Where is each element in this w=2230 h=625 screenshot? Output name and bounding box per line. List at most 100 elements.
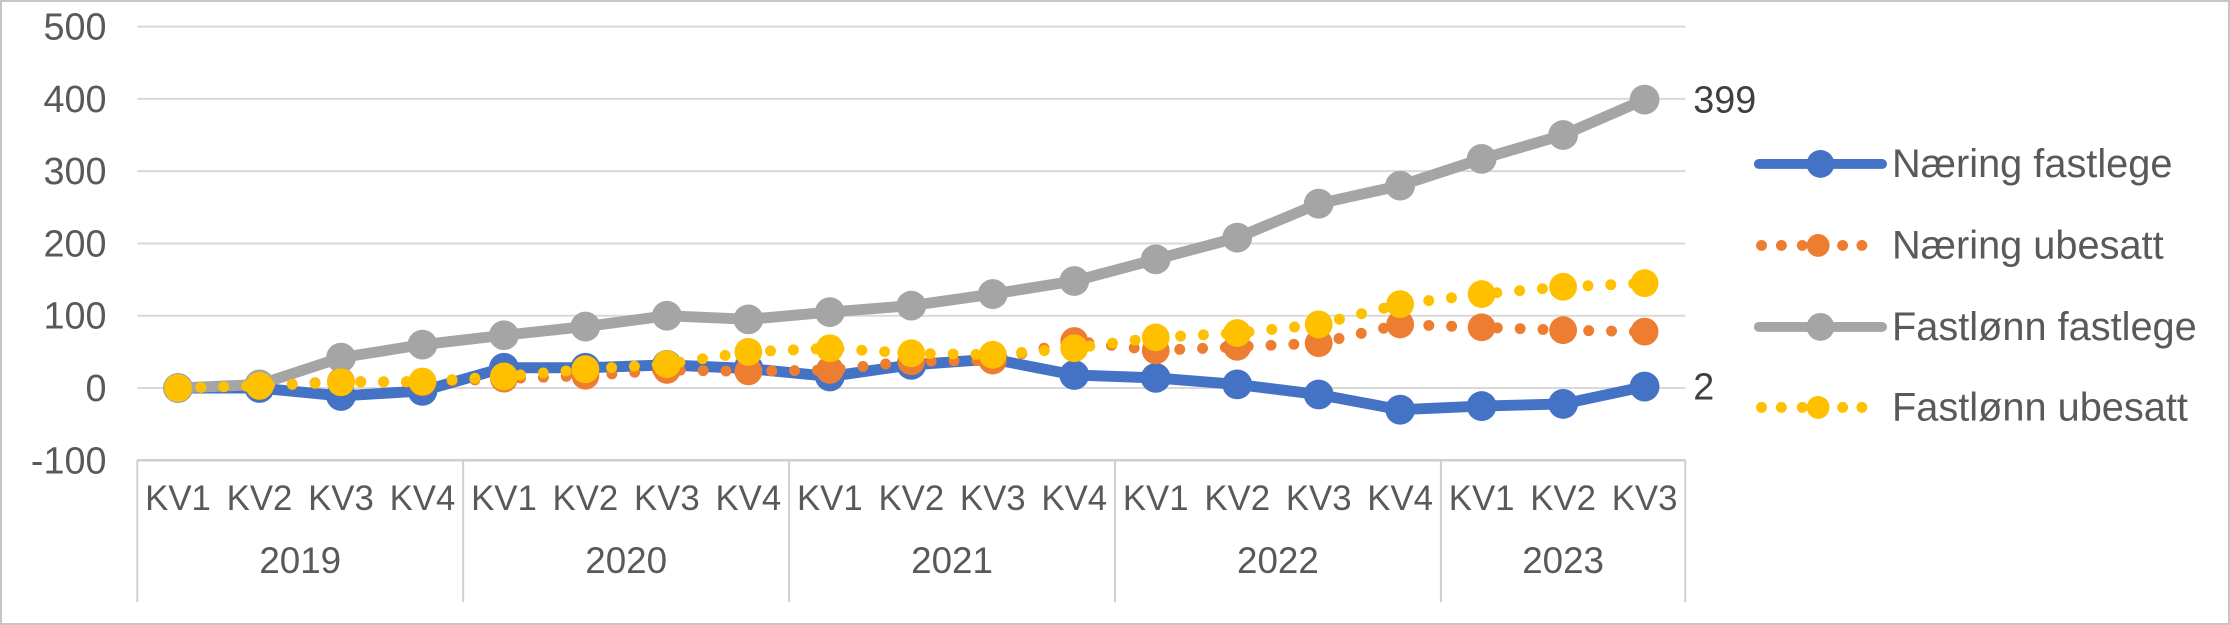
series-marker [490,362,518,391]
series-marker [733,304,764,335]
series-line-dot [286,378,298,390]
series-line-dot [880,358,892,370]
series-line-dot [1174,343,1186,355]
series-line-dot [378,376,390,388]
legend-dot [1856,239,1868,251]
x-axis-quarter-label: KV2 [553,480,619,518]
legend-dot [1796,401,1808,413]
series-marker [651,300,682,331]
series-line-dot [1446,320,1458,332]
series-line-dot [1197,342,1209,354]
legend-label: Fastlønn ubesatt [1892,385,2188,429]
x-axis-year-label: 2022 [1237,540,1319,581]
series-marker [489,320,519,351]
series-marker [815,356,844,384]
legend-dot [1775,239,1787,251]
series-marker [570,311,601,342]
series-line-dot [1333,333,1345,344]
series-marker [326,342,356,373]
y-axis-tick-label: -100 [31,439,107,481]
series-marker [245,371,274,400]
series-marker [734,337,763,366]
series-line-dot [1582,280,1594,292]
series-line-dot [1537,324,1549,335]
y-axis-tick-label: 0 [85,367,106,409]
series-line-dot [856,344,868,356]
series-marker [1629,84,1660,115]
legend-dot [1837,401,1849,413]
series-line-dot [628,360,640,372]
series-line-dot [218,381,230,393]
series-line-dot [947,348,959,360]
series-line-dot [765,345,776,357]
x-axis-quarter-label: KV3 [960,480,1026,518]
y-axis-tick-label: 300 [44,150,107,192]
legend-marker [1806,312,1835,341]
series-marker [1630,317,1659,346]
series-line-dot [766,365,778,377]
x-axis-quarter-label: KV1 [797,480,863,518]
series-marker [1059,360,1090,390]
x-axis-quarter-label: KV2 [227,480,293,518]
series-line-dot [1605,279,1617,291]
y-axis-tick-label: 400 [44,78,107,120]
series-marker [734,357,763,386]
series-line-dot [787,344,799,356]
series-line-dot [879,346,891,358]
series-marker [1059,266,1090,296]
series-marker [1303,379,1334,410]
series-line-dot [1378,322,1390,334]
x-axis-quarter-label: KV2 [1530,480,1596,518]
series-marker [571,355,600,384]
x-axis-quarter-label: KV4 [390,480,456,518]
series-line-dot [1423,319,1435,331]
series-line-dot [1514,285,1526,297]
series-marker [1140,244,1171,275]
x-axis-quarter-label: KV3 [634,480,700,518]
legend-marker [1806,150,1835,178]
series-marker [1386,290,1415,319]
series-line-dot [469,372,481,384]
legend-marker [1806,395,1830,419]
series-line-dot [355,376,367,388]
x-axis-quarter-label: KV3 [1286,480,1352,518]
series-line-dot [309,377,321,389]
x-axis-quarter-label: KV4 [1367,480,1433,518]
x-axis-quarter-label: KV2 [878,480,944,518]
series-marker [164,374,192,402]
x-axis-year-label: 2023 [1522,540,1604,581]
legend-marker [1806,234,1830,257]
x-axis-year-label: 2020 [585,540,667,581]
series-line-dot [446,374,458,386]
series-marker [1386,310,1415,339]
series-marker [1060,334,1089,363]
series-marker [1467,280,1496,308]
series-marker [1222,369,1253,400]
series-line-dot [697,365,709,377]
series-marker [1222,222,1253,253]
series-marker [815,334,844,363]
y-axis-tick-label: 200 [44,222,107,264]
series-line-dot [1514,323,1526,335]
series-marker [1304,310,1333,339]
series-marker [1141,323,1170,352]
series-line-dot [970,348,982,360]
series-marker [1548,120,1579,150]
series-line-dot [1266,323,1278,335]
series-marker [977,279,1008,309]
series-marker [1548,389,1579,419]
legend-dot [1775,401,1787,413]
series-line-dot [1423,295,1435,307]
series-line-dot [924,348,936,360]
series-line-dot [857,360,869,372]
series-marker [897,339,926,368]
series-end-label: 2 [1693,366,1714,408]
legend-dot [1837,239,1849,251]
x-axis-quarter-label: KV3 [308,480,374,518]
x-axis-quarter-label: KV1 [471,480,537,518]
x-axis-quarter-label: KV4 [1041,480,1107,518]
series-marker [1223,319,1252,347]
x-axis-quarter-label: KV1 [1123,480,1189,518]
series-line-dot [1129,334,1141,346]
